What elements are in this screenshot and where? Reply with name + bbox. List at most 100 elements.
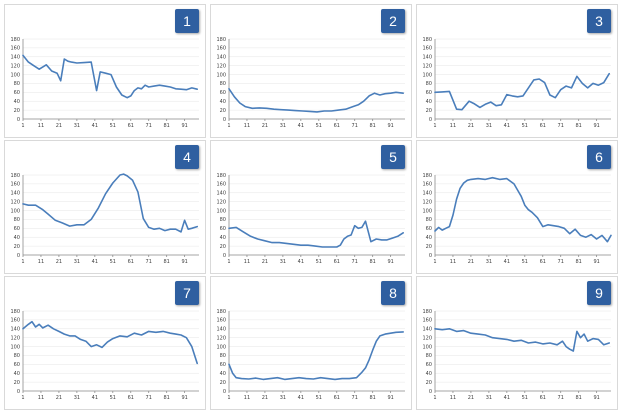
x-tick-label: 61 [128,123,134,129]
panel-number-badge: 7 [175,281,199,305]
x-tick-label: 11 [244,123,250,129]
y-tick-label: 80 [14,353,20,359]
y-tick-label: 140 [10,55,20,61]
chart-panel-1: 0 20 40 60 80 100 120 140 160 180 1 11 21 31 41 51 61 71 8… [4,4,206,138]
x-tick-label: 31 [280,395,286,401]
y-tick-label: 140 [422,55,432,61]
x-tick-label: 31 [280,123,286,129]
y-tick-label: 40 [426,99,432,105]
x-tick-label: 91 [181,395,187,401]
x-tick-label: 21 [468,395,474,401]
series-line [22,320,198,365]
y-tick-label: 40 [426,235,432,241]
x-tick-label: 21 [56,395,62,401]
chart-panel-8: 0 20 40 60 80 100 120 140 160 180 1 11 21 31 41 51 61 71 8… [210,276,412,410]
x-tick-label: 71 [352,259,358,265]
x-tick-label: 1 [227,259,230,265]
y-tick-label: 160 [216,182,226,188]
x-tick-label: 91 [387,395,393,401]
x-tick-label: 41 [92,123,98,129]
x-tick-label: 51 [110,259,116,265]
x-tick-label: 81 [369,259,375,265]
y-tick-label: 180 [216,309,226,315]
x-tick-label: 41 [504,123,510,129]
y-tick-label: 120 [216,63,226,69]
y-tick-label: 80 [220,217,226,223]
x-tick-label: 61 [540,395,546,401]
x-tick-label: 11 [244,259,250,265]
x-tick-label: 1 [433,123,436,129]
x-tick-label: 61 [128,395,134,401]
y-tick-label: 40 [14,371,20,377]
y-tick-label: 140 [422,191,432,197]
x-tick-label: 61 [334,259,340,265]
x-tick-label: 91 [181,259,187,265]
y-tick-label: 140 [422,327,432,333]
panel-number-badge: 5 [381,145,405,169]
y-tick-label: 20 [14,108,20,114]
y-tick-label: 180 [422,309,432,315]
x-tick-label: 51 [316,259,322,265]
x-tick-label: 11 [38,123,44,129]
y-tick-label: 180 [10,37,20,43]
x-tick-label: 1 [21,259,24,265]
y-tick-label: 160 [422,182,432,188]
y-tick-label: 60 [220,226,226,232]
y-tick-label: 140 [216,55,226,61]
y-tick-label: 20 [220,108,226,114]
x-tick-label: 41 [504,259,510,265]
x-tick-label: 21 [56,123,62,129]
x-tick-label: 11 [38,259,44,265]
x-tick-label: 61 [334,123,340,129]
y-tick-label: 100 [10,208,20,214]
y-tick-label: 80 [14,217,20,223]
x-tick-label: 81 [575,123,581,129]
chart-panel-9: 0 20 40 60 80 100 120 140 160 180 1 11 21 31 41 51 61 71 8… [416,276,618,410]
y-tick-label: 0 [429,117,432,123]
x-tick-label: 11 [450,395,456,401]
x-tick-label: 11 [450,259,456,265]
x-tick-label: 31 [486,259,492,265]
panel-number-badge: 8 [381,281,405,305]
y-tick-label: 80 [220,81,226,87]
y-tick-label: 120 [422,63,432,69]
y-tick-label: 40 [220,235,226,241]
y-tick-label: 40 [220,371,226,377]
x-tick-label: 71 [558,259,564,265]
x-tick-label: 71 [146,395,152,401]
y-tick-label: 0 [223,389,226,395]
x-tick-label: 21 [468,259,474,265]
x-tick-label: 51 [316,395,322,401]
x-tick-label: 91 [387,123,393,129]
x-tick-label: 41 [298,123,304,129]
y-tick-label: 0 [223,117,226,123]
y-tick-label: 100 [422,344,432,350]
series-line [228,220,404,248]
x-tick-label: 21 [468,123,474,129]
chart-panel-2: 0 20 40 60 80 100 120 140 160 180 1 11 21 31 41 51 61 71 8… [210,4,412,138]
x-tick-label: 1 [21,395,24,401]
y-tick-label: 120 [10,63,20,69]
y-tick-label: 60 [426,226,432,232]
y-tick-label: 120 [10,199,20,205]
x-tick-label: 11 [38,395,44,401]
y-tick-label: 20 [220,244,226,250]
chart-panel-6: 0 20 40 60 80 100 120 140 160 180 1 11 21 31 41 51 61 71 8… [416,140,618,274]
y-tick-label: 140 [216,191,226,197]
x-tick-label: 91 [593,123,599,129]
y-tick-label: 40 [14,99,20,105]
y-tick-label: 0 [223,253,226,259]
panel-number-badge: 3 [587,9,611,33]
y-tick-label: 0 [17,117,20,123]
x-tick-label: 1 [433,395,436,401]
y-tick-label: 160 [216,46,226,52]
y-tick-label: 60 [426,90,432,96]
y-tick-label: 120 [422,199,432,205]
y-tick-label: 20 [14,380,20,386]
x-tick-label: 81 [369,395,375,401]
